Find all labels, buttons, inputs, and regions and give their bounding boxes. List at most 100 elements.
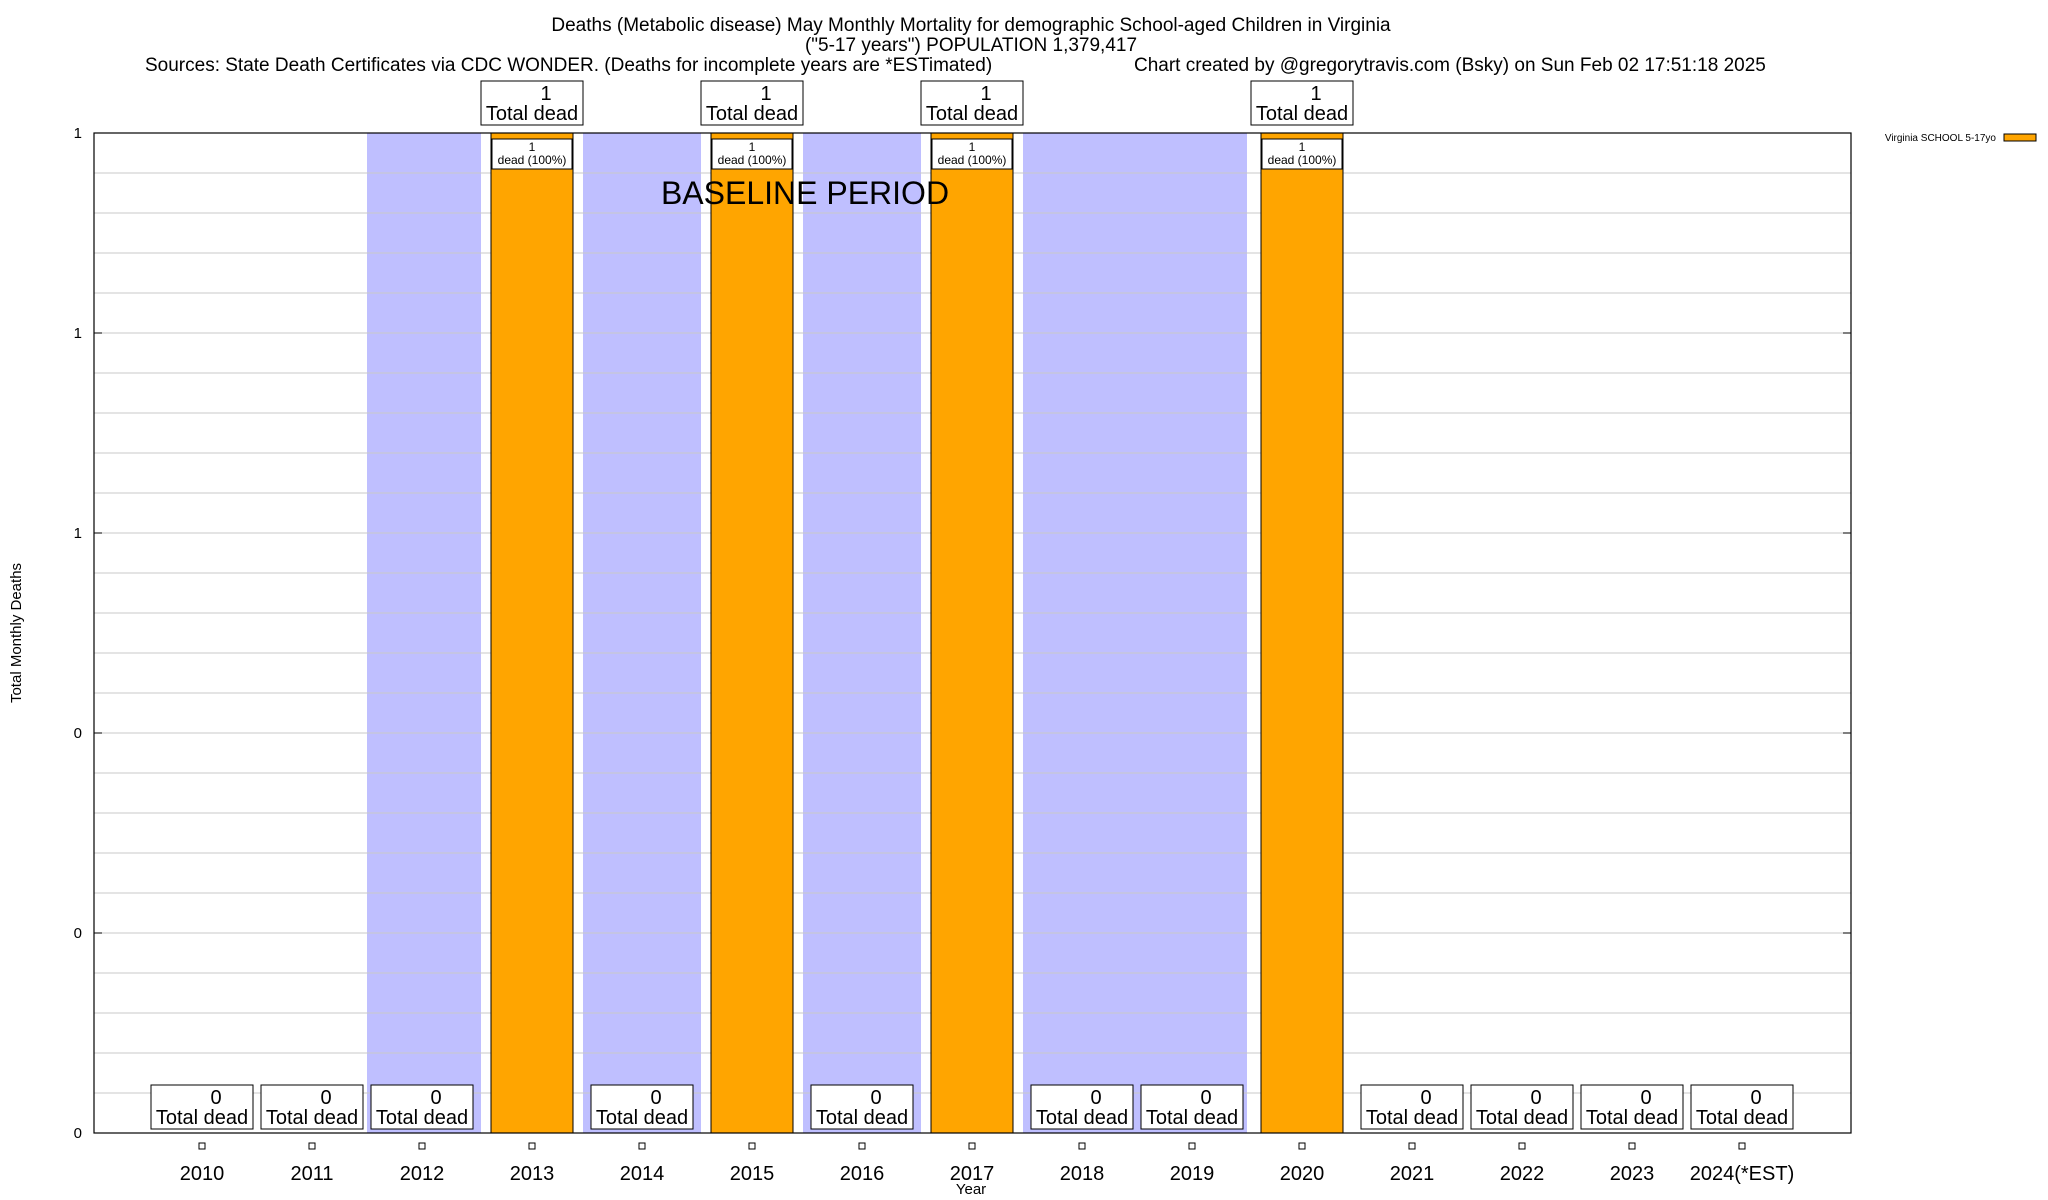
total-box-2016 bbox=[810, 1084, 914, 1130]
total-suffix-2014: Total dead bbox=[596, 1107, 688, 1129]
total-suffix-2016: Total dead bbox=[816, 1107, 908, 1129]
x-tick-label-2010: 2010 bbox=[180, 1163, 225, 1185]
x-tick-marker bbox=[528, 1142, 536, 1150]
total-count-2023: 0 bbox=[1640, 1087, 1651, 1109]
x-tick-marker bbox=[418, 1142, 426, 1150]
total-box-2022 bbox=[1470, 1084, 1574, 1130]
legend: Virginia SCHOOL 5-17yo bbox=[1885, 133, 2037, 144]
bar-label-box-2017 bbox=[931, 138, 1013, 170]
bar-label-text-2013: dead (100%) bbox=[498, 153, 567, 167]
bar-2015 bbox=[710, 132, 794, 1134]
total-box-2021 bbox=[1360, 1084, 1464, 1130]
x-tick-label-2022: 2022 bbox=[1500, 1163, 1545, 1185]
x-tick-label-2019: 2019 bbox=[1170, 1163, 1215, 1185]
chart-title-line-2: ("5-17 years") POPULATION 1,379,417 bbox=[805, 35, 1137, 56]
total-count-2021: 0 bbox=[1420, 1087, 1431, 1109]
x-tick-label-2012: 2012 bbox=[400, 1163, 445, 1185]
bar-label-count-2013: 1 bbox=[529, 140, 536, 154]
total-count-2013: 1 bbox=[540, 83, 551, 105]
total-box-2011 bbox=[260, 1084, 364, 1130]
total-box-2013 bbox=[480, 80, 584, 126]
total-box-2015 bbox=[700, 80, 804, 126]
total-suffix-2015: Total dead bbox=[706, 103, 798, 125]
x-tick-marker bbox=[858, 1142, 866, 1150]
x-tick-label-2023: 2023 bbox=[1610, 1163, 1655, 1185]
total-suffix-2019: Total dead bbox=[1146, 1107, 1238, 1129]
y-tick-label: 1 bbox=[74, 125, 82, 142]
total-box-2018 bbox=[1030, 1084, 1134, 1130]
total-count-2020: 1 bbox=[1310, 83, 1321, 105]
bar-label-text-2015: dead (100%) bbox=[718, 153, 787, 167]
x-tick-label-2013: 2013 bbox=[510, 1163, 555, 1185]
x-tick-marker bbox=[1408, 1142, 1416, 1150]
x-tick-label-2016: 2016 bbox=[840, 1163, 885, 1185]
x-tick-marker bbox=[198, 1142, 206, 1150]
bar-label-box-2020 bbox=[1261, 138, 1343, 170]
bar-label-box-2013 bbox=[491, 138, 573, 170]
x-tick-label-2018: 2018 bbox=[1060, 1163, 1105, 1185]
total-box-2023 bbox=[1580, 1084, 1684, 1130]
legend-swatch bbox=[2003, 133, 2037, 142]
x-tick-marker bbox=[1738, 1142, 1746, 1150]
bar-label-text-2017: dead (100%) bbox=[938, 153, 1007, 167]
total-count-2022: 0 bbox=[1530, 1087, 1541, 1109]
x-tick-marker bbox=[1298, 1142, 1306, 1150]
x-tick-label-2014: 2014 bbox=[620, 1163, 665, 1185]
total-suffix-2020: Total dead bbox=[1256, 103, 1348, 125]
y-axis-label: Total Monthly Deaths bbox=[8, 563, 25, 703]
total-count-2014: 0 bbox=[650, 1087, 661, 1109]
y-tick-label: 1 bbox=[74, 325, 82, 342]
x-tick-label-2017: 2017 bbox=[950, 1163, 995, 1185]
y-axis-ticks: 0 0 0 1 1 1 bbox=[74, 125, 1851, 1142]
x-axis-ticks: 2010 2011 2012 2013 2014 2015 2016 2017 2018 2019… bbox=[180, 1142, 1795, 1185]
chart-sources: Sources: State Death Certificates via CD… bbox=[145, 55, 992, 76]
total-count-2018: 0 bbox=[1090, 1087, 1101, 1109]
bars bbox=[490, 132, 1344, 1134]
x-axis-label: Year bbox=[956, 1181, 986, 1198]
total-suffix-2011: Total dead bbox=[266, 1107, 358, 1129]
total-box-2014 bbox=[590, 1084, 694, 1130]
x-tick-label-2011: 2011 bbox=[290, 1163, 333, 1185]
x-tick-label-2020: 2020 bbox=[1280, 1163, 1325, 1185]
bar-label-count-2020: 1 bbox=[1299, 140, 1306, 154]
total-count-2011: 0 bbox=[320, 1087, 331, 1109]
x-tick-marker bbox=[308, 1142, 316, 1150]
x-tick-marker bbox=[1188, 1142, 1196, 1150]
total-suffix-2012: Total dead bbox=[376, 1107, 468, 1129]
x-tick-marker bbox=[968, 1142, 976, 1150]
total-box-2020 bbox=[1250, 80, 1354, 126]
chart-title-line-1: Deaths (Metabolic disease) May Monthly M… bbox=[551, 15, 1391, 36]
y-tick-label: 0 bbox=[74, 925, 82, 942]
plot-frame bbox=[93, 132, 1852, 1134]
total-box-2024(*EST) bbox=[1690, 1084, 1794, 1130]
y-tick-label: 0 bbox=[74, 725, 82, 742]
total-box-2010 bbox=[150, 1084, 254, 1130]
total-count-2024(*EST): 0 bbox=[1750, 1087, 1761, 1109]
x-tick-marker bbox=[1078, 1142, 1086, 1150]
bar-label-text-2020: dead (100%) bbox=[1268, 153, 1337, 167]
total-box-2019 bbox=[1140, 1084, 1244, 1130]
total-box-2017 bbox=[920, 80, 1024, 126]
y-tick-label: 1 bbox=[74, 525, 82, 542]
x-tick-marker bbox=[1518, 1142, 1526, 1150]
total-suffix-2018: Total dead bbox=[1036, 1107, 1128, 1129]
total-suffix-2013: Total dead bbox=[486, 103, 578, 125]
y-tick-label: 0 bbox=[74, 1125, 82, 1142]
x-tick-label-2024(*EST): 2024(*EST) bbox=[1690, 1163, 1795, 1185]
total-suffix-2021: Total dead bbox=[1366, 1107, 1458, 1129]
bar-label-box-2015 bbox=[711, 138, 793, 170]
total-box-2012 bbox=[370, 1084, 474, 1130]
total-count-2015: 1 bbox=[760, 83, 771, 105]
total-count-2016: 0 bbox=[870, 1087, 881, 1109]
bar-label-count-2015: 1 bbox=[749, 140, 756, 154]
legend-label: Virginia SCHOOL 5-17yo bbox=[1885, 133, 1997, 144]
x-tick-marker bbox=[1628, 1142, 1636, 1150]
baseline-annotation: BASELINE PERIOD bbox=[661, 175, 949, 211]
total-count-2012: 0 bbox=[430, 1087, 441, 1109]
bar-2013 bbox=[490, 132, 574, 1134]
total-count-2010: 0 bbox=[210, 1087, 221, 1109]
bar-2020 bbox=[1260, 132, 1344, 1134]
bar-label-count-2017: 1 bbox=[969, 140, 976, 154]
